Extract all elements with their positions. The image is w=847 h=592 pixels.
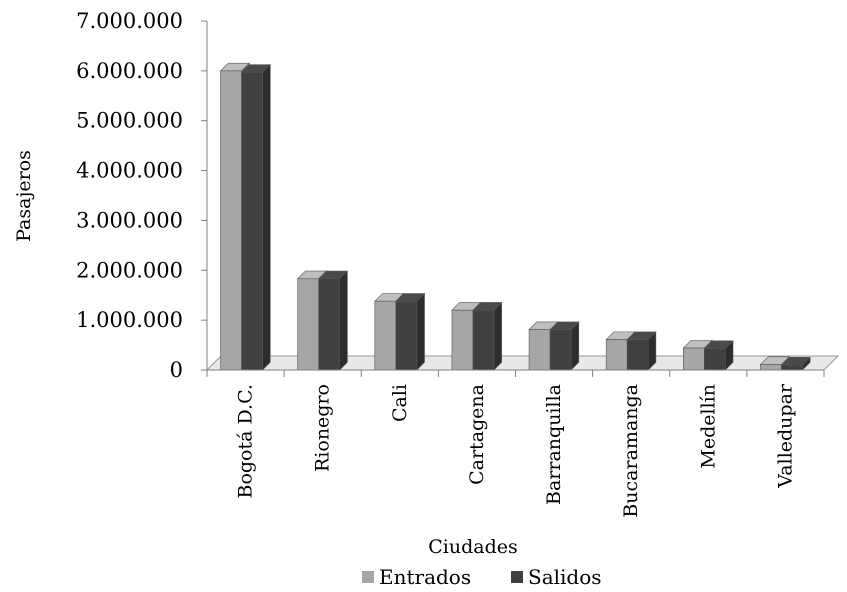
y-tick-label: 5.000.000 [76,109,183,133]
x-tick-label: Cartagena [466,384,488,485]
x-tick-label: Cali [389,384,411,422]
y-tick-label: 3.000.000 [76,208,183,232]
legend: Entrados Salidos [362,565,602,589]
x-axis-title: Ciudades [428,536,518,558]
legend-swatch [362,571,374,583]
y-axis: 0 1.000.000 2.000.000 3.000.000 4.000.000 5.0… [76,9,208,382]
x-tick-label: Valledupar [774,383,796,489]
bar [472,301,503,371]
bar [703,340,734,371]
bar [626,331,657,371]
x-tick-label: Bucaramanga [620,384,642,518]
bar [317,270,349,371]
legend-label: Entrados [379,565,471,589]
y-axis-title: Pasajeros [13,150,35,242]
y-tick-label: 7.000.000 [76,9,183,33]
legend-swatch [511,571,523,583]
bar [780,356,811,371]
bar [395,292,426,371]
x-axis: Bogotá D.C. Rionegro Cali Cartagena Barranqu… [206,369,825,518]
bar [549,321,580,371]
y-tick-label: 1.000.000 [76,308,183,332]
x-tick-label: Rionegro [312,384,334,472]
y-tick-label: 4.000.000 [76,159,183,183]
x-tick-label: Medellín [697,384,719,469]
y-tick-label: 0 [170,358,183,382]
bar-series [219,62,811,371]
legend-label: Salidos [528,565,602,589]
bar [240,63,271,371]
y-tick-label: 2.000.000 [76,258,183,282]
x-tick-label: Barranquilla [543,384,565,505]
y-tick-label: 6.000.000 [76,59,183,83]
x-tick-label: Bogotá D.C. [235,384,257,499]
